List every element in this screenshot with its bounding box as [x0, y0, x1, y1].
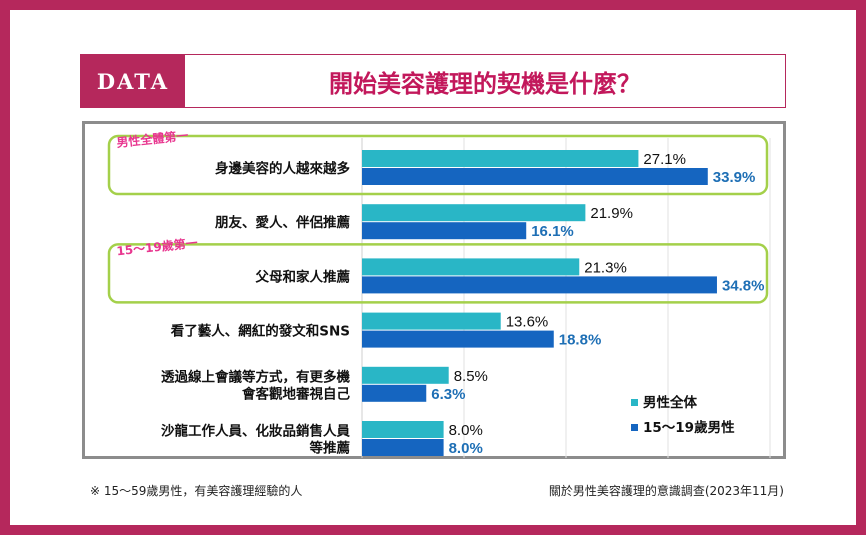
bar-teen-men	[362, 439, 444, 456]
bar-teen-men	[362, 384, 427, 402]
bar-teen-men	[362, 222, 527, 240]
bar-all-men	[362, 150, 639, 167]
data-label: 18.8%	[559, 332, 602, 349]
bar-all-men	[362, 258, 580, 276]
bar-all-men	[362, 366, 449, 384]
legend-label: 男性全体	[643, 394, 697, 411]
data-badge: DATA	[81, 55, 185, 107]
footnote-source: 關於男性美容護理的意識調查(2023年11月)	[548, 484, 784, 498]
footnote-sample: ※ 15～59歲男性，有美容護理經驗的人	[90, 484, 303, 498]
data-label: 21.3%	[584, 259, 627, 276]
category-label: 父母和家人推薦	[255, 268, 351, 285]
data-label: 6.3%	[431, 386, 465, 403]
data-label: 8.5%	[454, 368, 488, 385]
highlight-box	[107, 134, 769, 196]
bar-all-men	[362, 204, 586, 222]
bar-all-men	[362, 312, 501, 330]
category-label: 沙龍工作人員、化妝品銷售人員	[161, 423, 350, 440]
category-label: 看了藝人、網紅的發文和SNS	[170, 323, 350, 340]
page-title: 開始美容護理的契機是什麼？	[329, 69, 641, 98]
category-label: 會客觀地審視自己	[241, 385, 350, 402]
header-bar: DATA 開始美容護理的契機是什麼？	[80, 54, 786, 108]
category-label: 等推薦	[310, 440, 351, 457]
legend-label: 15～19歲男性	[643, 419, 735, 436]
data-label: 16.1%	[531, 223, 574, 240]
category-label: 朋友、愛人、伴侶推薦	[214, 214, 350, 231]
highlight-box	[107, 243, 769, 304]
bar-all-men	[362, 421, 444, 438]
bar-teen-men	[362, 276, 717, 294]
callout-label: 男性全體第一	[116, 128, 189, 150]
data-label: 13.6%	[506, 314, 549, 331]
data-label: 34.8%	[722, 277, 765, 294]
callout-label: 15～19歲第一	[116, 235, 199, 258]
data-label: 8.0%	[449, 422, 483, 439]
data-label: 27.1%	[643, 151, 686, 168]
bar-teen-men	[362, 168, 708, 185]
bar-teen-men	[362, 330, 554, 348]
data-label: 21.9%	[590, 205, 633, 222]
legend-swatch	[631, 424, 638, 431]
legend-swatch	[631, 399, 638, 406]
category-label: 身邊美容的人越來越多	[215, 160, 350, 177]
category-label: 透過線上會議等方式，有更多機	[161, 368, 350, 385]
data-label: 33.9%	[713, 169, 756, 186]
data-label: 8.0%	[449, 440, 483, 457]
